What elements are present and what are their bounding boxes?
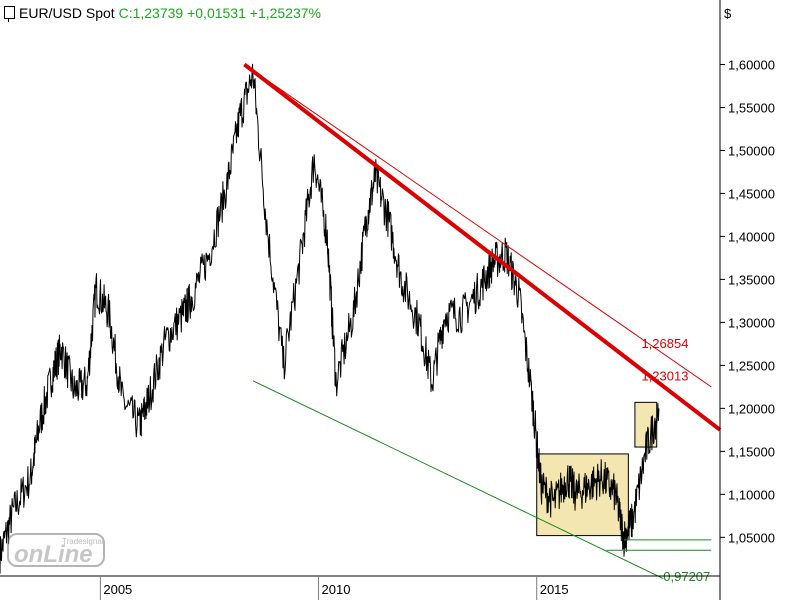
y-tick-label: 1,10000 — [728, 487, 775, 502]
y-tick-label: 1,20000 — [728, 401, 775, 416]
chart-header: EUR/USD Spot C:1,23739 +0,01531 +1,25237… — [4, 5, 321, 22]
resistance-channel-line — [244, 64, 712, 388]
resistance-trendline — [243, 62, 722, 432]
y-tick-label: 1,45000 — [728, 186, 775, 201]
watermark-frame — [7, 533, 105, 567]
watermark-subtext: Tradesignal — [62, 537, 104, 546]
y-axis-unit-label: $ — [724, 6, 732, 21]
x-tick-label: 2015 — [540, 582, 569, 597]
y-tick-label: 1,30000 — [728, 315, 775, 330]
support-trendline — [252, 380, 664, 580]
watermark-text: onLine — [14, 541, 93, 568]
y-tick-label: 1,35000 — [728, 272, 775, 287]
x-tick-label: 2005 — [103, 582, 132, 597]
x-tick-label: 2010 — [322, 582, 351, 597]
price-line — [0, 63, 660, 574]
annotation-label-0: 1,26854 — [641, 336, 688, 351]
y-tick-label: 1,50000 — [728, 143, 775, 158]
price-series-group — [0, 63, 660, 574]
annotation-label-1: 1,23013 — [641, 369, 688, 384]
series-checkbox-icon[interactable] — [4, 6, 15, 22]
y-tick-label: 1,05000 — [728, 530, 775, 545]
y-tick-label: 1,60000 — [728, 57, 775, 72]
quote-label: C:1,23739 +0,01531 +1,25237% — [118, 5, 321, 21]
y-tick-label: 1,40000 — [728, 229, 775, 244]
y-tick-label: 1,25000 — [728, 358, 775, 373]
symbol-label: EUR/USD Spot — [19, 5, 115, 21]
y-tick-label: 1,55000 — [728, 100, 775, 115]
axis-group: $1,05000 1,10000 1,15000 1,20000 1,25000 1,30… — [0, 0, 775, 600]
y-tick-label: 1,15000 — [728, 444, 775, 459]
